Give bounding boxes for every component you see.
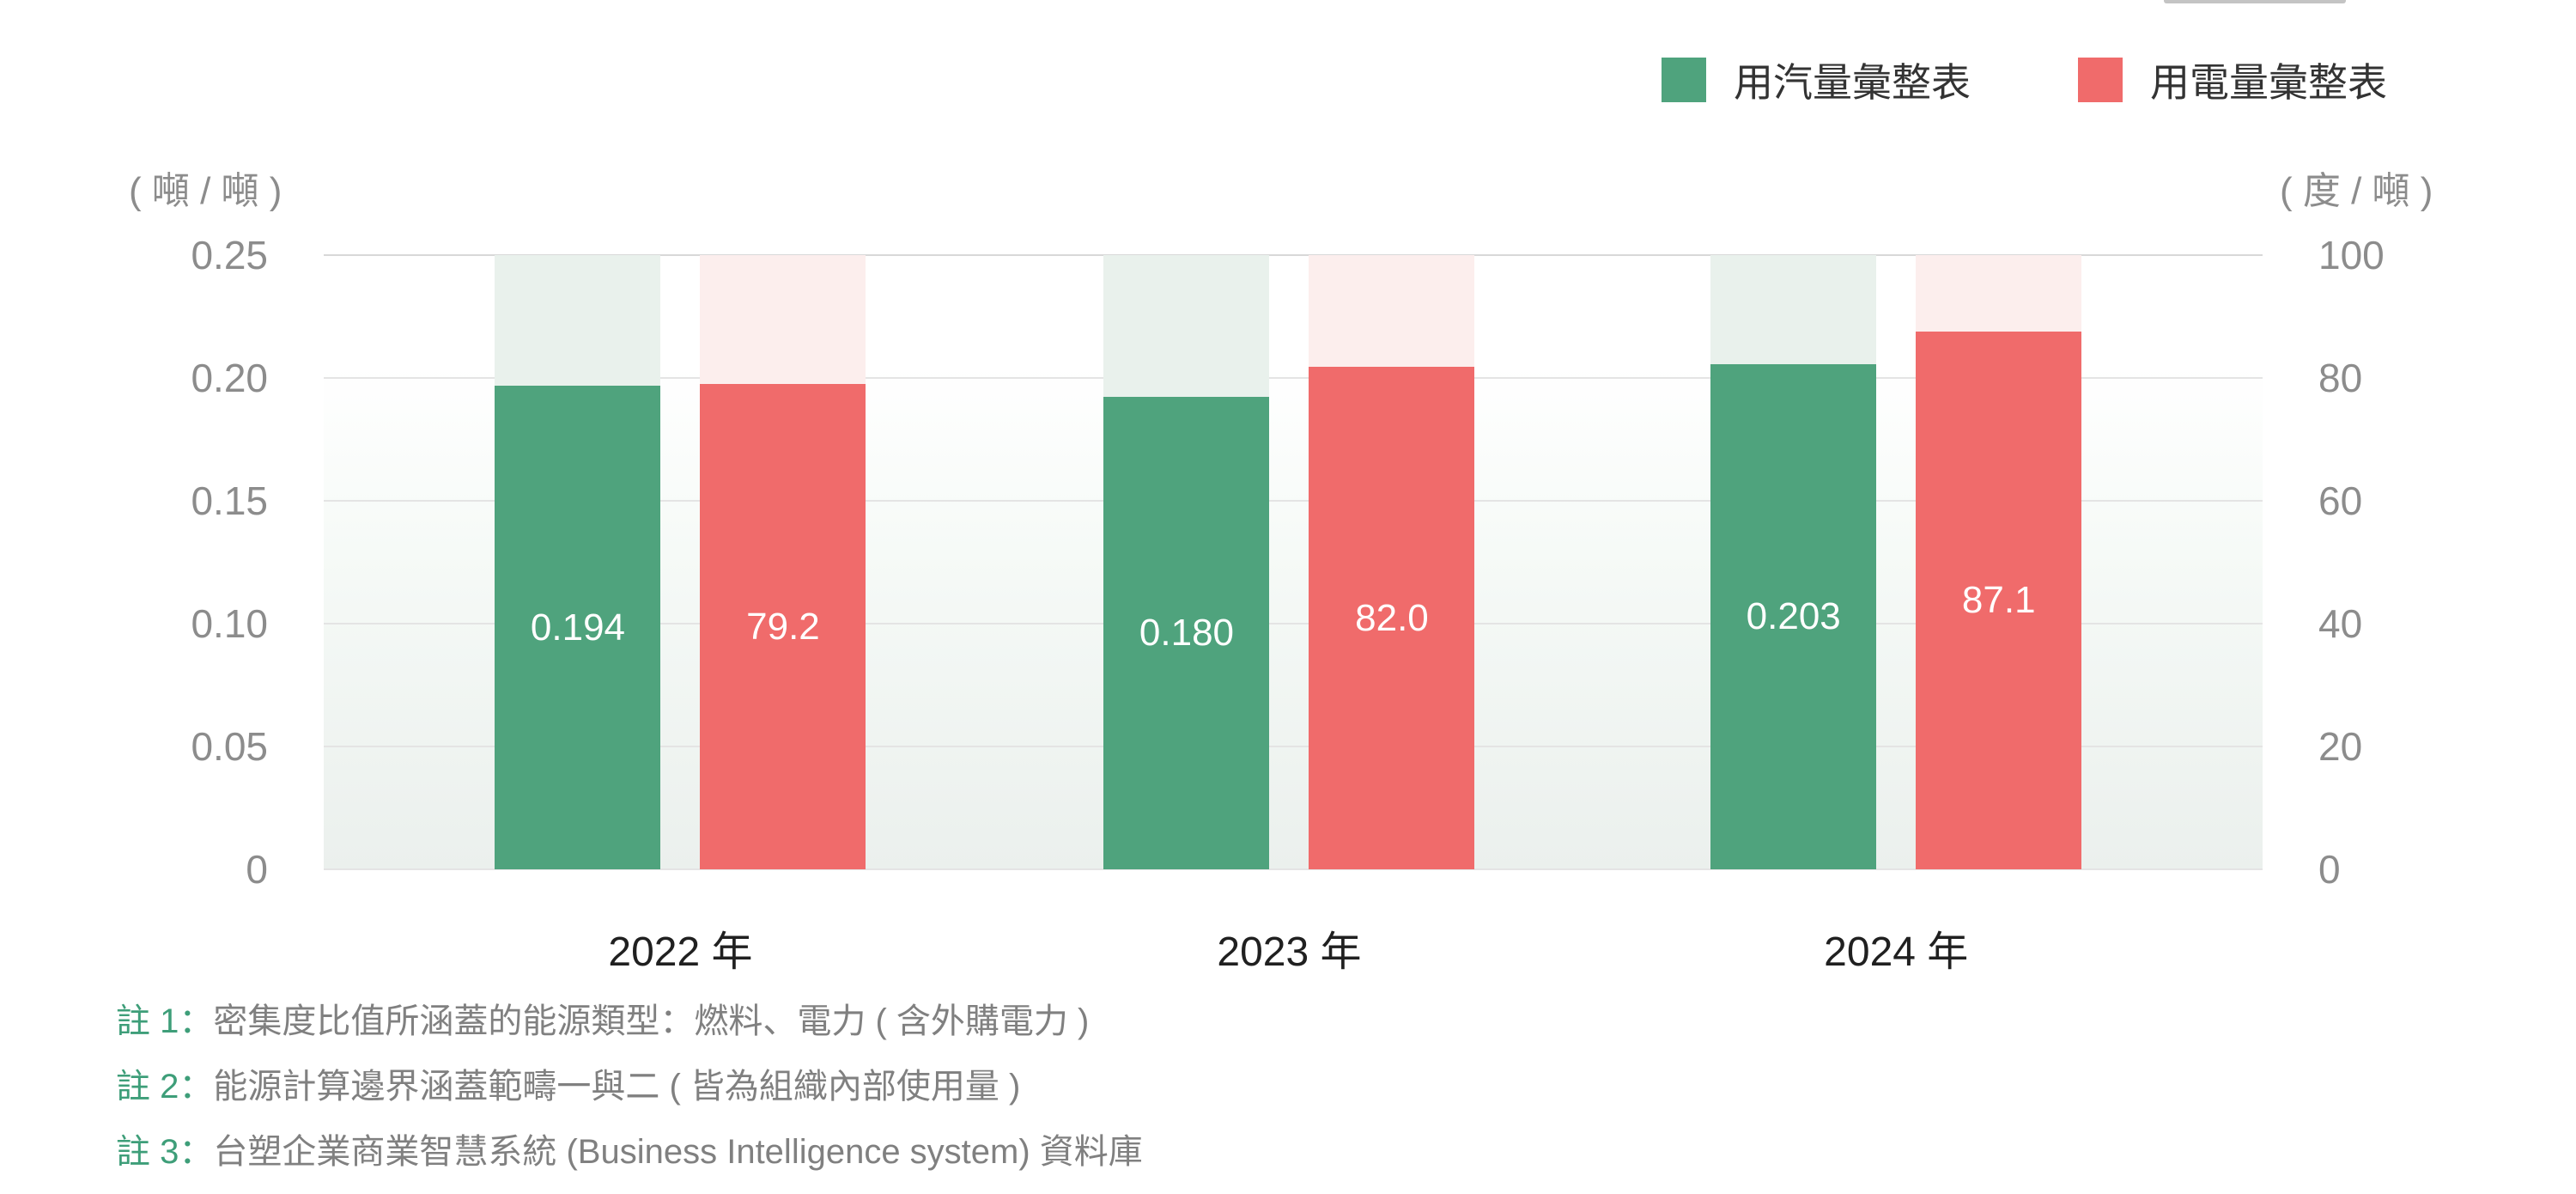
right-axis-tick: 100 [2318, 233, 2385, 277]
gridline [324, 868, 2263, 870]
right-axis: 100 80 60 40 20 0 [2318, 233, 2576, 892]
right-axis-tick: 40 [2318, 601, 2363, 646]
electricity-bar-2024: 87.1 [1916, 331, 2082, 869]
legend-label-steam: 用汽量彙整表 [1734, 60, 1971, 105]
right-axis-tick: 60 [2318, 478, 2363, 523]
left-axis-tick: 0.10 [191, 601, 268, 646]
left-axis: 0.25 0.20 0.15 0.10 0.05 0 [0, 233, 268, 892]
legend-item-steam[interactable]: 用汽量彙整表 [1662, 52, 1971, 108]
gridline [324, 500, 2263, 502]
x-axis-label-2023: 2023 年 [1217, 929, 1362, 975]
steam-bar-2023: 0.180 [1103, 397, 1270, 869]
bar-group-2024: 0.203 87.1 [1710, 255, 2082, 869]
legend-label-electricity: 用電量彙整表 [2150, 60, 2387, 105]
x-axis-label-2024: 2024 年 [1824, 929, 1969, 975]
legend-item-electricity[interactable]: 用電量彙整表 [2078, 52, 2387, 108]
steam-bar-2022: 0.194 [495, 386, 661, 869]
bar-value-label: 87.1 [1961, 578, 2036, 621]
note-prefix: 註 2： [116, 1068, 214, 1106]
gridline [324, 746, 2263, 747]
bar-value-label: 0.180 [1139, 612, 1235, 655]
left-axis-tick: 0.15 [191, 478, 268, 523]
gridline [324, 623, 2263, 624]
note-text: 密集度比值所涵蓋的能源類型：燃料、電力 ( 含外購電力 ) [213, 1002, 1090, 1040]
bar-group-2023: 0.180 82.0 [1103, 255, 1475, 869]
bar-column: 0.203 [1710, 255, 1877, 869]
note-2: 註 2：能源計算邊界涵蓋範疇一與二 ( 皆為組織內部使用量 ) [116, 1054, 1143, 1119]
electricity-bar-2022: 79.2 [700, 384, 866, 869]
right-axis-tick: 20 [2318, 724, 2363, 769]
steam-bar-2024: 0.203 [1710, 364, 1877, 869]
note-text: 台塑企業商業智慧系統 (Business Intelligence system… [213, 1133, 1143, 1171]
left-axis-unit-label: ( 噸 / 噸 ) [129, 170, 283, 212]
bar-value-label: 0.194 [530, 606, 626, 649]
footnotes: 註 1：密集度比值所涵蓋的能源類型：燃料、電力 ( 含外購電力 ) 註 2：能源… [116, 989, 1143, 1185]
clipped-element-fragment [2164, 0, 2346, 3]
note-3: 註 3：台塑企業商業智慧系統 (Business Intelligence sy… [116, 1119, 1143, 1185]
bar-group-2022: 0.194 79.2 [495, 255, 866, 869]
gridline [324, 254, 2263, 256]
bar-value-label: 79.2 [746, 605, 820, 648]
legend: 用汽量彙整表 用電量彙整表 [1662, 52, 2387, 108]
electricity-bar-2023: 82.0 [1309, 367, 1475, 869]
left-axis-tick: 0.05 [191, 724, 268, 769]
right-axis-tick: 0 [2318, 847, 2341, 892]
left-axis-tick: 0 [246, 847, 268, 892]
right-axis-unit-label: ( 度 / 噸 ) [2280, 170, 2433, 212]
left-axis-tick: 0.25 [191, 233, 268, 277]
bar-column: 0.180 [1103, 255, 1270, 869]
x-axis: 2022 年 2023 年 2024 年 [324, 917, 2263, 986]
x-axis-label-2022: 2022 年 [608, 929, 753, 975]
bar-column: 87.1 [1916, 255, 2082, 869]
right-axis-tick: 80 [2318, 356, 2363, 400]
plot-area: 0.194 79.2 0.180 82.0 [324, 254, 2263, 870]
note-1: 註 1：密集度比值所涵蓋的能源類型：燃料、電力 ( 含外購電力 ) [116, 989, 1143, 1054]
bar-column: 82.0 [1309, 255, 1475, 869]
note-prefix: 註 3： [116, 1133, 214, 1171]
bar-value-label: 0.203 [1746, 595, 1841, 638]
note-prefix: 註 1： [116, 1002, 214, 1040]
gridline [324, 377, 2263, 379]
legend-swatch-red [2078, 58, 2123, 102]
bar-column: 79.2 [700, 255, 866, 869]
bar-column: 0.194 [495, 255, 661, 869]
note-text: 能源計算邊界涵蓋範疇一與二 ( 皆為組織內部使用量 ) [213, 1068, 1021, 1106]
legend-swatch-green [1662, 58, 1706, 102]
left-axis-tick: 0.20 [191, 356, 268, 400]
bar-value-label: 82.0 [1355, 596, 1429, 639]
